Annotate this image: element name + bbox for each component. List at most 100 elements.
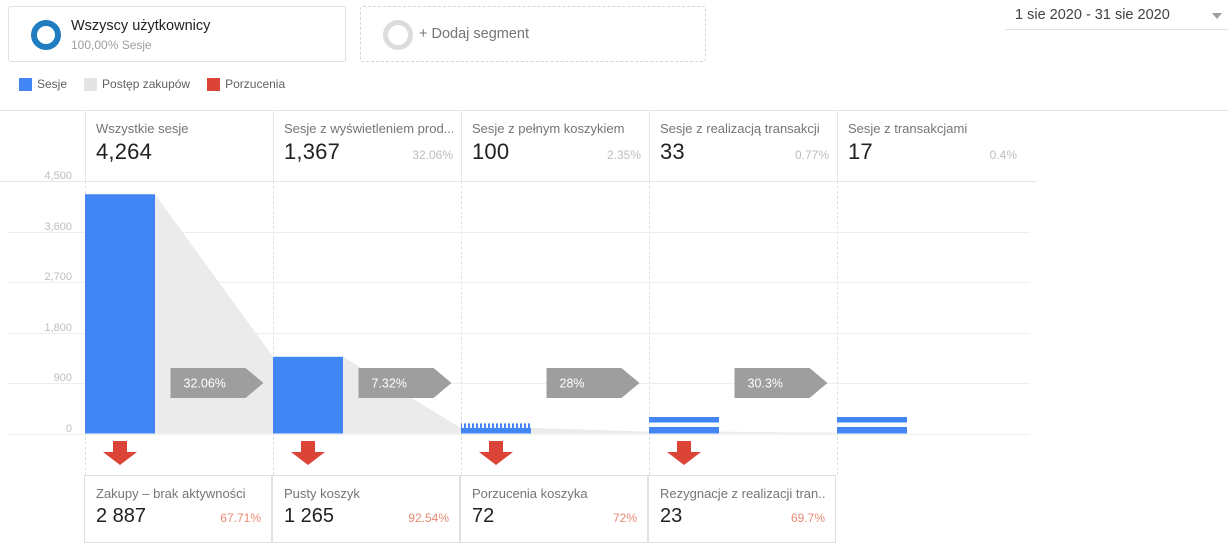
abandonment-title: Rezygnacje z realizacji tran...: [660, 486, 825, 501]
top-divider: [0, 110, 1228, 111]
column-dashed-line: [461, 181, 462, 475]
abandonment-arrow-icon-1: [291, 441, 325, 465]
funnel-bar-0[interactable]: [85, 194, 155, 434]
abandonment-value-row: 72 72%: [472, 505, 637, 528]
legend-swatch-icon: [19, 77, 32, 91]
funnel-bar-4-stripe-top[interactable]: [837, 417, 907, 423]
continuation-rate-label: 7.32%: [372, 377, 407, 391]
stage-value: 1,367: [284, 139, 341, 164]
stage-title: Wszystkie sesje: [96, 121, 189, 136]
stage-percent: 2.35%: [606, 148, 641, 162]
gridline: [8, 383, 1030, 384]
continuation-badge-3: [734, 368, 828, 398]
continuation-rate-label: 30.3%: [748, 377, 783, 391]
segment-chip-all-users[interactable]: Wszyscy użytkownicy 100,00% Sesje: [8, 6, 346, 62]
abandonment-card-2: Porzucenia koszyka 72 72%: [460, 475, 648, 543]
column-dashed-line: [837, 181, 838, 475]
column-dashed-line: [273, 181, 274, 475]
funnel-bar-2[interactable]: [461, 427, 531, 434]
gridline: [8, 332, 1030, 334]
date-range-text: 1 sie 2020 - 31 sie 2020: [1015, 7, 1170, 23]
header-bottom-rule: [0, 181, 1037, 182]
funnel-bar-1[interactable]: [273, 356, 343, 434]
abandonment-value-row: 2 887 67.71%: [96, 505, 261, 528]
abandonment-value: 23: [660, 505, 683, 527]
stage-value-row: 33 0.77%: [660, 139, 829, 165]
continuation-badge-2: [546, 368, 640, 398]
stage-value-row: 4,264: [96, 139, 265, 165]
funnel-connector-2: [531, 427, 649, 434]
y-axis-label: 900: [53, 372, 72, 384]
segment-title: Wszyscy użytkownicy: [71, 18, 211, 34]
header-divider: [461, 110, 462, 181]
stage-percent: 0.77%: [794, 148, 829, 162]
stage-header-2: Sesje z pełnym koszykiem 100 2.35%: [461, 110, 649, 181]
abandonment-percent: 92.54%: [408, 511, 449, 525]
abandonment-arrow-icon-3: [667, 441, 701, 465]
stage-value: 17: [848, 139, 873, 164]
continuation-badge-1: [358, 368, 452, 398]
legend-label: Porzucenia: [225, 77, 286, 91]
abandonment-arrow-icon-2: [479, 441, 513, 465]
abandonment-title: Porzucenia koszyka: [472, 486, 588, 501]
legend-swatch-icon: [84, 77, 98, 91]
stage-title: Sesje z wyświetleniem prod...: [284, 121, 453, 136]
add-segment-label: + Dodaj segment: [419, 26, 530, 42]
funnel-bar-3-stripe-top[interactable]: [649, 417, 719, 423]
stage-title: Sesje z transakcjami: [848, 121, 968, 136]
stage-header-0: Wszystkie sesje 4,264: [85, 110, 273, 181]
legend: Sesje Postęp zakupów Porzucenia: [19, 76, 302, 92]
continuation-rate-label: 32.06%: [184, 377, 226, 391]
funnel-svg: 32.06% 7.32% 28% 30.3%: [85, 194, 907, 465]
legend-swatch-icon: [207, 77, 221, 91]
abandonment-value-row: 23 69.7%: [660, 505, 825, 528]
funnel-bar-3[interactable]: [649, 427, 719, 434]
legend-label: Sesje: [37, 77, 68, 91]
abandonment-percent: 72%: [612, 511, 637, 525]
stage-value: 100: [472, 139, 510, 164]
stage-value: 33: [660, 139, 685, 164]
legend-label: Postęp zakupów: [102, 77, 191, 91]
y-axis-label: 0: [65, 422, 72, 435]
abandonment-value: 2 887: [96, 505, 147, 527]
abandonment-card-0: Zakupy – brak aktywności 2 887 67.71%: [84, 475, 272, 543]
segment-ring-icon: [31, 20, 61, 50]
y-axis-label: 2,700: [44, 271, 72, 283]
segment-ring-gray-icon: [383, 20, 413, 50]
abandonment-value-row: 1 265 92.54%: [284, 505, 449, 528]
abandonment-card-3: Rezygnacje z realizacji tran... 23 69.7%: [648, 475, 836, 543]
abandonment-percent: 69.7%: [790, 511, 825, 525]
legend-item-2: Porzucenia: [207, 77, 285, 91]
abandonment-title: Pusty koszyk: [284, 486, 360, 501]
abandonment-title: Zakupy – brak aktywności: [96, 486, 246, 501]
y-axis-label: 4,500: [44, 170, 72, 182]
y-axis-label: 3,600: [44, 220, 72, 233]
abandonment-value: 1 265: [284, 505, 335, 527]
column-dashed-line: [649, 181, 650, 475]
gridline: [8, 282, 1030, 283]
abandonment-percent: 67.71%: [220, 511, 261, 525]
chevron-down-icon: [1212, 13, 1222, 19]
abandonment-value: 72: [472, 505, 495, 527]
funnel-bar-4[interactable]: [837, 427, 907, 434]
funnel-connector-3: [719, 431, 837, 434]
funnel-bar-2-dotted[interactable]: [461, 423, 531, 428]
stage-title: Sesje z realizacją transakcji: [660, 121, 820, 136]
add-segment-button[interactable]: + Dodaj segment: [360, 6, 706, 62]
y-axis-label: 1,800: [44, 321, 72, 334]
continuation-rate-label: 28%: [560, 377, 585, 391]
legend-item-0: Sesje: [19, 77, 67, 91]
header-divider: [85, 110, 86, 181]
stage-value-row: 1,367 32.06%: [284, 139, 453, 165]
stage-percent: 32.06%: [412, 148, 453, 162]
stage-value-row: 100 2.35%: [472, 139, 641, 165]
continuation-badge-0: [170, 368, 264, 398]
gridline: [8, 231, 1030, 233]
stage-header-4: Sesje z transakcjami 17 0.4%: [837, 110, 1025, 181]
stage-header-1: Sesje z wyświetleniem prod... 1,367 32.06%: [273, 110, 461, 181]
header-divider: [273, 110, 274, 181]
stage-value: 4,264: [96, 139, 153, 164]
stage-title: Sesje z pełnym koszykiem: [472, 121, 625, 136]
date-range-picker[interactable]: 1 sie 2020 - 31 sie 2020: [1005, 0, 1228, 30]
